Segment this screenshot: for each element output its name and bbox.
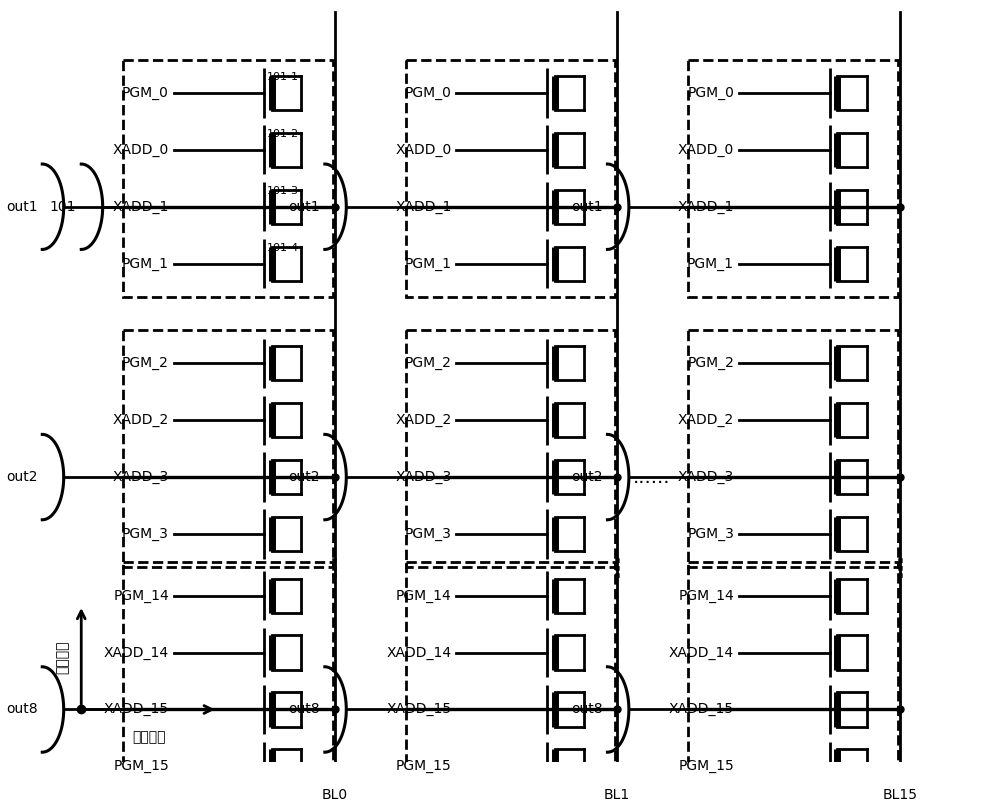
Text: 101-1: 101-1 (266, 72, 298, 82)
Text: out8: out8 (571, 702, 603, 717)
Text: PGM_14: PGM_14 (678, 589, 734, 602)
Text: XADD_1: XADD_1 (395, 200, 452, 214)
Text: XADD_15: XADD_15 (669, 702, 734, 717)
Text: XADD_3: XADD_3 (678, 470, 734, 484)
Text: XADD_14: XADD_14 (386, 646, 452, 659)
Text: XADD_0: XADD_0 (678, 143, 734, 157)
Text: PGM_14: PGM_14 (113, 589, 169, 602)
Text: PGM_3: PGM_3 (687, 527, 734, 541)
Text: PGM_1: PGM_1 (122, 257, 169, 270)
Text: PGM_14: PGM_14 (396, 589, 452, 602)
Text: XADD_2: XADD_2 (395, 413, 452, 427)
Text: out2: out2 (288, 470, 320, 484)
Text: ⋮: ⋮ (322, 558, 347, 582)
Text: 101-4: 101-4 (266, 242, 299, 253)
Text: PGM_0: PGM_0 (405, 86, 452, 100)
Text: BL15: BL15 (882, 788, 917, 800)
Text: out1: out1 (6, 200, 37, 214)
Text: 101: 101 (50, 200, 76, 214)
Text: 101-3: 101-3 (266, 186, 298, 196)
Text: out1: out1 (571, 200, 603, 214)
Text: XADD_2: XADD_2 (113, 413, 169, 427)
Text: PGM_2: PGM_2 (122, 356, 169, 370)
Text: 第二方向: 第二方向 (133, 730, 166, 744)
Text: XADD_3: XADD_3 (395, 470, 452, 484)
Text: ⋮: ⋮ (605, 558, 630, 582)
Text: PGM_3: PGM_3 (405, 527, 452, 541)
Text: BL1: BL1 (604, 788, 630, 800)
Text: PGM_0: PGM_0 (687, 86, 734, 100)
Text: XADD_14: XADD_14 (104, 646, 169, 659)
Text: PGM_0: PGM_0 (122, 86, 169, 100)
Text: XADD_14: XADD_14 (669, 646, 734, 659)
Text: PGM_15: PGM_15 (396, 759, 452, 774)
Text: PGM_1: PGM_1 (687, 257, 734, 270)
Text: XADD_1: XADD_1 (678, 200, 734, 214)
Text: XADD_0: XADD_0 (395, 143, 452, 157)
Text: 101-2: 101-2 (266, 129, 299, 139)
Text: out8: out8 (6, 702, 37, 717)
Text: PGM_1: PGM_1 (405, 257, 452, 270)
Text: PGM_15: PGM_15 (113, 759, 169, 774)
Text: XADD_15: XADD_15 (104, 702, 169, 717)
Text: out2: out2 (571, 470, 603, 484)
Text: PGM_2: PGM_2 (687, 356, 734, 370)
Text: XADD_3: XADD_3 (113, 470, 169, 484)
Text: out1: out1 (288, 200, 320, 214)
Text: BL0: BL0 (322, 788, 348, 800)
Text: 第一方向: 第一方向 (56, 641, 70, 674)
Text: XADD_0: XADD_0 (113, 143, 169, 157)
Text: PGM_15: PGM_15 (678, 759, 734, 774)
Text: PGM_3: PGM_3 (122, 527, 169, 541)
Text: XADD_2: XADD_2 (678, 413, 734, 427)
Text: out2: out2 (6, 470, 37, 484)
Text: ⋮: ⋮ (887, 558, 912, 582)
Text: out8: out8 (288, 702, 320, 717)
Text: XADD_1: XADD_1 (113, 200, 169, 214)
Text: XADD_15: XADD_15 (386, 702, 452, 717)
Text: PGM_2: PGM_2 (405, 356, 452, 370)
Text: ......: ...... (633, 467, 670, 486)
